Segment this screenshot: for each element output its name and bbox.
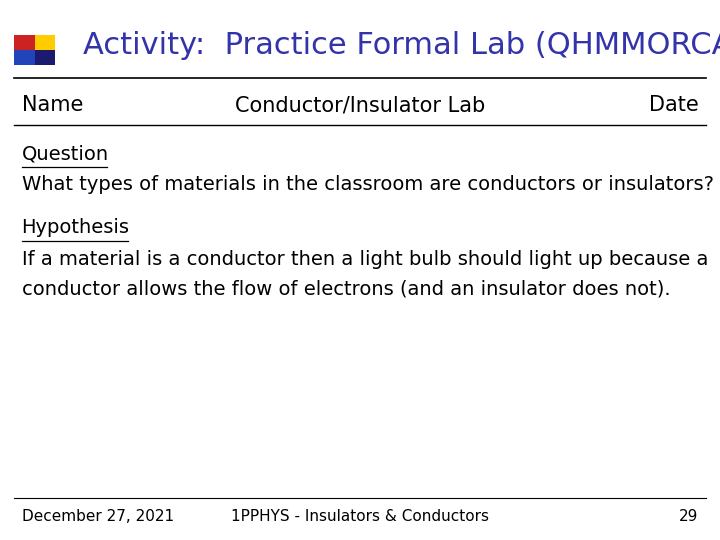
Text: Name: Name xyxy=(22,95,83,116)
Bar xyxy=(14,35,35,50)
Bar xyxy=(35,35,55,50)
Bar xyxy=(35,50,55,65)
Text: If a material is a conductor then a light bulb should light up because a: If a material is a conductor then a ligh… xyxy=(22,249,708,269)
Text: Date: Date xyxy=(649,95,698,116)
Text: Hypothesis: Hypothesis xyxy=(22,218,130,238)
Text: conductor allows the flow of electrons (and an insulator does not).: conductor allows the flow of electrons (… xyxy=(22,279,670,299)
Text: 1PPHYS - Insulators & Conductors: 1PPHYS - Insulators & Conductors xyxy=(231,509,489,524)
Bar xyxy=(14,50,35,65)
Text: 29: 29 xyxy=(679,509,698,524)
Text: December 27, 2021: December 27, 2021 xyxy=(22,509,174,524)
Text: Activity:  Practice Formal Lab (QHMMORCA): Activity: Practice Formal Lab (QHMMORCA) xyxy=(83,31,720,60)
Text: Conductor/Insulator Lab: Conductor/Insulator Lab xyxy=(235,95,485,116)
Text: Question: Question xyxy=(22,144,109,164)
Text: What types of materials in the classroom are conductors or insulators?: What types of materials in the classroom… xyxy=(22,175,714,194)
